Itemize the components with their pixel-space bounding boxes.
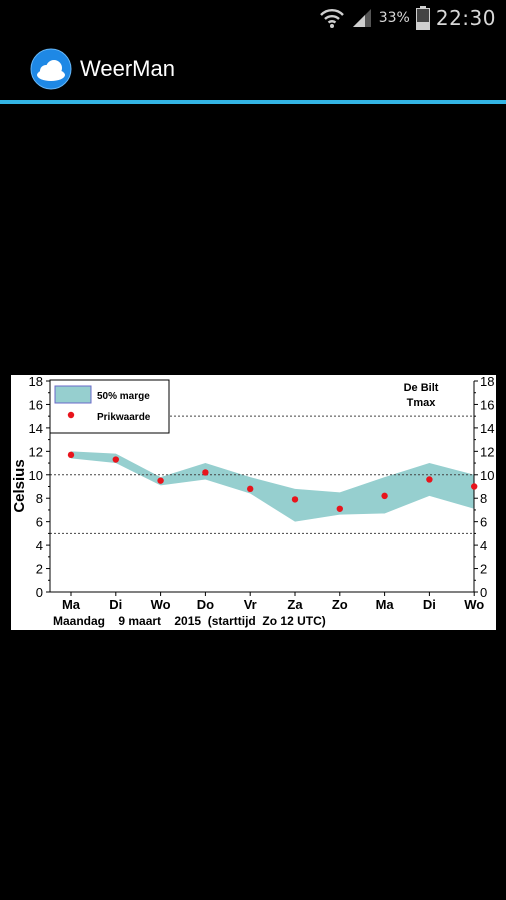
legend-label-point: Prikwaarde (97, 412, 151, 423)
clock: 22:30 (435, 6, 496, 30)
app-title: WeerMan (80, 56, 175, 81)
y-tick-label-left: 4 (36, 538, 43, 553)
y-tick-label-left: 14 (29, 421, 43, 436)
prikwaarde-point (471, 483, 478, 490)
y-tick-label-right: 10 (480, 468, 494, 483)
cloud-app-icon[interactable] (30, 48, 72, 90)
y-tick-label-left: 12 (29, 444, 43, 459)
y-tick-label-right: 4 (480, 538, 487, 553)
y-tick-label-left: 2 (36, 562, 43, 577)
chart-title: De Bilt (404, 382, 439, 394)
y-tick-label-right: 2 (480, 562, 487, 577)
y-tick-label-right: 18 (480, 375, 494, 389)
y-axis-label: Celsius (11, 459, 28, 512)
status-icons: 33% 22:30 (319, 0, 496, 36)
prikwaarde-point (336, 505, 343, 512)
prikwaarde-point (291, 496, 299, 503)
x-tick-label: Ma (62, 597, 81, 612)
signal-icon (352, 9, 371, 27)
legend-swatch-point (67, 411, 75, 419)
prikwaarde-point (426, 476, 433, 483)
y-tick-label-left: 6 (36, 515, 43, 530)
prikwaarde-point (67, 451, 75, 459)
y-tick-label-right: 0 (480, 585, 487, 600)
y-tick-label-right: 16 (480, 397, 494, 412)
x-tick-label: Di (423, 597, 436, 612)
x-tick-label: Za (287, 597, 303, 612)
legend-swatch-band (54, 385, 92, 404)
y-tick-label-left: 16 (29, 397, 43, 412)
y-tick-label-right: 14 (480, 421, 494, 436)
status-bar: 33% 22:30 (0, 0, 506, 36)
prikwaarde-point (247, 485, 254, 493)
y-tick-label-right: 6 (480, 515, 487, 530)
battery-percentage: 33% (378, 10, 410, 26)
wifi-icon (319, 9, 344, 28)
x-tick-label: Do (197, 597, 214, 612)
chart-svg: 0 0 2 2 4 4 6 6 8 8 10 10 12 12 14 14 16 16 18 18 Ma Di Wo Do Vr… (11, 374, 494, 628)
y-tick-label-left: 0 (36, 585, 43, 600)
prikwaarde-point (112, 456, 120, 463)
y-tick-label-left: 10 (29, 468, 43, 483)
action-bar: WeerMan (0, 36, 506, 104)
prikwaarde-point (381, 492, 388, 500)
temperature-chart: 0 0 2 2 4 4 6 6 8 8 10 10 12 12 14 14 16 16 18 18 Ma Di Wo Do Vr… (11, 374, 496, 630)
legend-label-band: 50% marge (97, 391, 150, 402)
band-50-marge (71, 451, 475, 522)
prikwaarde-point (202, 469, 209, 476)
action-bar-divider (0, 100, 506, 104)
battery-icon (415, 6, 430, 30)
x-tick-label: Wo (464, 597, 484, 612)
y-tick-label-right: 12 (480, 444, 494, 459)
y-tick-label-left: 8 (36, 491, 43, 506)
x-tick-label: Vr (244, 597, 257, 612)
chart-subtitle: Tmax (407, 397, 437, 409)
x-tick-label: Wo (151, 597, 171, 612)
prikwaarde-point (157, 477, 164, 484)
x-axis-caption: Maandag 9 maart 2015 (starttijd Zo 12 UT… (53, 614, 326, 628)
y-tick-label-left: 18 (29, 375, 43, 389)
x-tick-label: Di (109, 597, 122, 612)
x-tick-label: Ma (376, 597, 395, 612)
x-tick-label: Zo (332, 597, 348, 612)
y-tick-label-right: 8 (480, 491, 487, 506)
